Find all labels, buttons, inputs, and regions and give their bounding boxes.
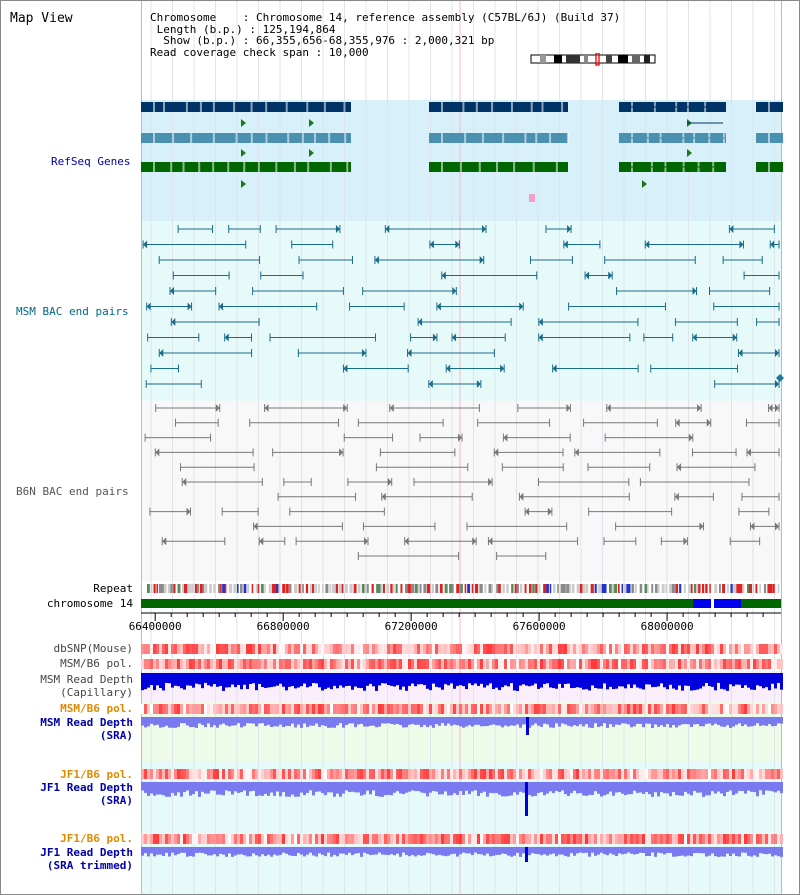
chromosome-value: Chromosome 14, reference assembly (C57BL… [255,11,621,24]
axis-tick-label: 67200000 [385,620,438,633]
length-value: 125,194,864 [262,22,336,36]
label-msm-depth-sra-line2: (SRA) [99,729,133,742]
label-jf1-b6-pol[interactable]: JF1/B6 pol. [60,768,133,781]
axis-tick-label: 66800000 [257,620,310,633]
gridlines[interactable] [150,1,775,894]
msm-bac-end-pairs[interactable] [142,225,780,388]
msm-b6-pol-track[interactable] [141,659,783,669]
msm-read-depth-sra-track[interactable] [141,717,783,735]
msm-read-depth-capillary-track[interactable] [141,673,783,691]
jf1-read-depth-sra-track[interactable] [141,782,783,816]
length-label: Length (b.p.) [156,22,243,36]
label-jf1-read-depth-sra-trimmed[interactable]: JF1 Read Depth (SRA trimmed) [40,846,133,872]
show-value: 66,355,656-68,355,976 : 2,000,321 bp [255,34,495,47]
label-msm-depth-cap-line1: MSM Read Depth [40,673,133,686]
coverage-value: 10,000 [328,45,369,59]
jf1-read-depth-sra-trimmed-track[interactable] [141,847,783,862]
label-jf1-read-depth-sra[interactable]: JF1 Read Depth (SRA) [40,781,133,807]
dbsnp-track[interactable] [141,644,783,654]
jf1-b6-pol-2-track[interactable] [141,834,783,844]
label-msm-depth-sra-line1: MSM Read Depth [40,716,133,729]
chromosome-ideogram[interactable] [528,53,658,67]
page-title: Map View [10,11,73,26]
label-msm-bac-end-pairs[interactable]: MSM BAC end pairs [16,305,129,318]
refseq-gene-models[interactable] [141,102,783,202]
axis-tick-label: 68000000 [641,620,694,633]
label-jf1-depth-sra-line1: JF1 Read Depth [40,781,133,794]
label-b6n-bac-end-pairs[interactable]: B6N BAC end pairs [16,485,129,498]
label-msm-depth-cap-line2: (Capillary) [60,686,133,699]
label-jf1-b6-pol-2[interactable]: JF1/B6 pol. [60,832,133,845]
show-label: Show (b.p.) [163,34,237,47]
axis-tick-label: 66400000 [129,620,182,633]
label-refseq-genes[interactable]: RefSeq Genes [51,155,131,168]
coordinate-axis[interactable]: 66400000 66800000 67200000 67600000 68000000 [129,612,781,633]
region-info: Chromosome : Chromosome 14, reference as… [150,11,621,59]
msm-b6-pol-2-track[interactable] [141,704,783,714]
chromosome-label: Chromosome [150,11,217,24]
current-region-marker [595,53,600,66]
axis-tick-label: 67600000 [513,620,566,633]
label-repeat[interactable]: Repeat [93,582,133,595]
label-msm-read-depth-capillary[interactable]: MSM Read Depth (Capillary) [40,673,133,699]
label-jf1-depth-sra-line2: (SRA) [99,794,133,807]
b6n-bac-end-pairs[interactable] [144,404,780,560]
label-jf1-depth-trim-line1: JF1 Read Depth [40,846,133,859]
label-msm-b6-pol-2[interactable]: MSM/B6 pol. [60,702,133,715]
jf1-b6-pol-track[interactable] [141,769,783,779]
label-dbsnp[interactable]: dbSNP(Mouse) [53,642,133,655]
label-msm-read-depth-sra[interactable]: MSM Read Depth (SRA) [40,716,133,742]
label-msm-b6-pol[interactable]: MSM/B6 pol. [60,657,133,670]
repeat-track[interactable] [147,584,780,593]
label-jf1-depth-trim-line2: (SRA trimmed) [46,859,133,872]
label-chromosome[interactable]: chromosome 14 [46,597,133,610]
chromosome-bar[interactable] [141,599,781,608]
coverage-label: Read coverage check span [150,45,309,59]
